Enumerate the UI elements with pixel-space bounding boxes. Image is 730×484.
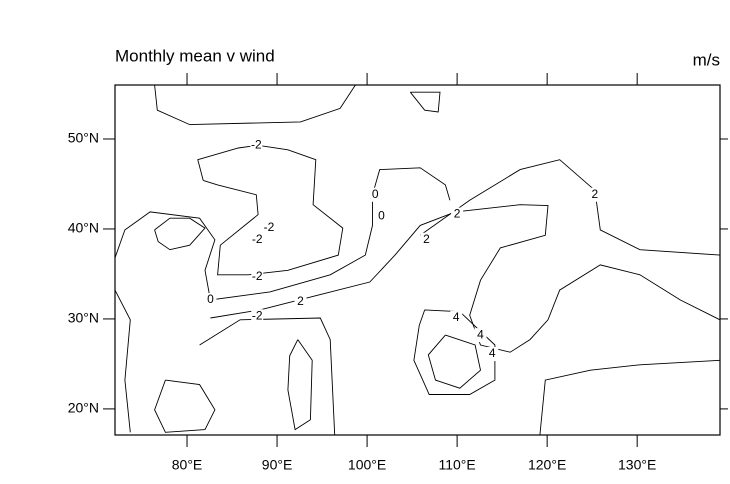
plot-frame [114, 84, 721, 436]
x-tick-label: 130°E [618, 457, 656, 473]
contour-line [287, 339, 313, 431]
contour-line [427, 334, 481, 389]
contour-label: -2 [251, 137, 262, 151]
contour-line [210, 204, 721, 353]
label-backdrop [369, 187, 382, 202]
y-tick-label: 50°N [68, 130, 99, 146]
contour-line [409, 91, 441, 113]
contour-label: 2 [454, 207, 461, 221]
label-backdrop [375, 209, 388, 224]
contour-label: 2 [592, 187, 599, 201]
contour-line [114, 289, 131, 433]
chart-title: Monthly mean v wind [115, 46, 275, 65]
contour-line [197, 144, 344, 276]
contour-line [413, 309, 496, 395]
label-backdrop [451, 207, 464, 222]
label-backdrop [262, 221, 275, 236]
contour-line [114, 167, 451, 301]
contour-line [199, 317, 336, 436]
x-tick-label: 80°E [172, 457, 203, 473]
contour-line [154, 379, 216, 433]
contour-label: 0 [378, 209, 385, 223]
contour-label: -2 [252, 232, 263, 246]
contour-label: 4 [477, 327, 484, 341]
label-backdrop [294, 294, 307, 309]
label-backdrop [450, 311, 463, 326]
contour-line [154, 217, 206, 251]
contour-line [154, 84, 356, 126]
x-tick-label: 120°E [528, 457, 566, 473]
contour-label: -2 [252, 269, 263, 283]
label-backdrop [250, 138, 263, 153]
label-backdrop [251, 269, 264, 284]
y-tick-label: 30°N [68, 310, 99, 326]
y-tick-label: 40°N [68, 220, 99, 236]
contour-label: 4 [453, 310, 460, 324]
contour-label: -2 [264, 220, 275, 234]
label-backdrop [251, 232, 264, 247]
label-backdrop [474, 328, 487, 343]
label-backdrop [251, 309, 264, 324]
contour-label: -2 [252, 308, 263, 322]
units-label: m/s [693, 50, 720, 69]
label-backdrop [588, 187, 601, 202]
x-tick-label: 110°E [438, 457, 475, 473]
contour-label: 0 [372, 187, 379, 201]
contour-label: 4 [489, 346, 496, 360]
x-tick-label: 90°E [262, 457, 293, 473]
contour-label: 2 [297, 294, 304, 308]
label-backdrop [204, 293, 217, 308]
contour-label: 2 [423, 232, 430, 246]
label-backdrop [420, 232, 433, 247]
label-backdrop [486, 347, 499, 362]
x-tick-label: 100°E [348, 457, 386, 473]
contour-label: 0 [207, 292, 214, 306]
y-tick-label: 20°N [68, 400, 99, 416]
contour-line [539, 359, 721, 436]
contour-line [419, 159, 721, 256]
